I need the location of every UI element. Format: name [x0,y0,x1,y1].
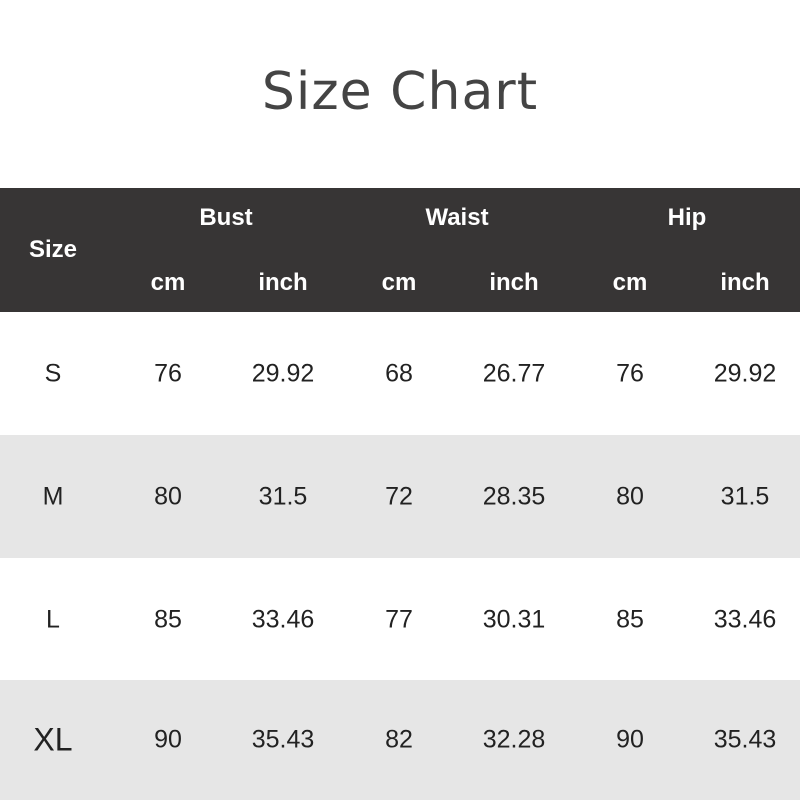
table-header: Size Bust Waist Hip cm inch cm inch cm i… [0,188,800,312]
size-cell: XL [33,721,73,758]
value-cell: 31.5 [258,482,308,510]
page-title: Size Chart [261,62,539,122]
header-unit: inch [258,269,308,296]
value-cell: 33.46 [713,605,777,633]
value-cell: 32.28 [482,725,546,754]
value-cell: 85 [154,605,182,633]
value-cell: 35.43 [713,725,777,754]
value-cell: 82 [385,725,413,754]
value-cell: 90 [616,725,644,754]
value-cell: 33.46 [251,605,315,633]
size-cell: L [46,605,60,633]
value-cell: 68 [385,359,413,387]
value-cell: 90 [154,725,182,754]
header-bust: Bust [199,204,253,231]
value-cell: 28.35 [482,482,546,510]
header-waist: Waist [425,204,489,231]
value-cell: 31.5 [720,482,770,510]
value-cell: 29.92 [251,359,315,387]
size-cell: S [44,359,62,387]
value-cell: 30.31 [482,605,546,633]
header-unit: inch [720,269,770,296]
value-cell: 35.43 [251,725,315,754]
header-size: Size [28,236,78,263]
header-unit: cm [612,269,648,296]
value-cell: 80 [154,482,182,510]
header-unit: inch [489,269,539,296]
table-row: XL 90 35.43 82 32.28 90 35.43 [0,680,800,800]
header-unit: cm [150,269,186,296]
size-cell: M [42,482,64,510]
header-unit: cm [381,269,417,296]
header-hip: Hip [667,204,707,231]
value-cell: 26.77 [482,359,546,387]
table-row: M 80 31.5 72 28.35 80 31.5 [0,435,800,558]
value-cell: 76 [616,359,644,387]
value-cell: 76 [154,359,182,387]
value-cell: 72 [385,482,413,510]
value-cell: 80 [616,482,644,510]
value-cell: 29.92 [713,359,777,387]
value-cell: 77 [385,605,413,633]
value-cell: 85 [616,605,644,633]
table-row: L 85 33.46 77 30.31 85 33.46 [0,558,800,681]
table-row: S 76 29.92 68 26.77 76 29.92 [0,312,800,435]
